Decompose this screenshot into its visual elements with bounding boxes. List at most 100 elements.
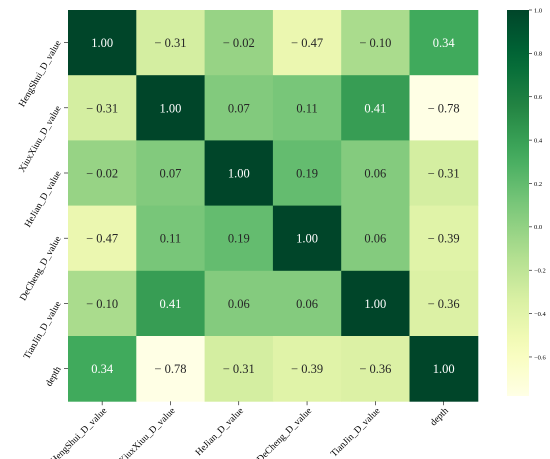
colorbar-tick-label-3: 0.4 — [534, 137, 543, 144]
colorbar-tick-label-0: 1.0 — [534, 7, 542, 14]
heatmap-cell-1-0 — [68, 75, 137, 141]
row-label-1: XiuxXiuu_D_value — [17, 104, 63, 174]
heatmap-cell-label-5-2: − 0.31 — [223, 362, 255, 376]
heatmap-cell-5-1 — [136, 336, 206, 402]
heatmap-cell-1-1 — [136, 75, 206, 141]
heatmap-cell-label-5-4: − 0.36 — [359, 362, 391, 376]
heatmap-cell-label-1-4: 0.41 — [364, 101, 386, 115]
heatmap-cell-0-5 — [409, 10, 479, 76]
heatmap-cell-label-4-2: 0.06 — [228, 297, 250, 311]
heatmap-cell-1-4 — [341, 75, 410, 141]
heatmap-cell-5-0 — [68, 336, 137, 402]
heatmap-cell-label-1-1: 1.00 — [160, 101, 182, 115]
heatmap-cell-3-0 — [68, 205, 137, 272]
heatmap-cell-label-3-5: − 0.39 — [428, 232, 460, 246]
heatmap-cell-label-3-3: 1.00 — [296, 232, 318, 246]
heatmap-cells: 1.00 − 0.31 − 0.02 − 0.47 − 0.10 0.34 − 0.31 1.… — [68, 10, 479, 402]
heatmap-cell-0-2 — [204, 10, 274, 76]
heatmap-cell-label-4-3: 0.06 — [296, 297, 318, 311]
heatmap-cell-label-0-0: 1.00 — [91, 36, 113, 50]
colorbar-tick-label-8: −0.6 — [534, 354, 547, 361]
heatmap-cell-3-2 — [204, 205, 274, 272]
heatmap-cell-label-4-5: − 0.36 — [428, 297, 460, 311]
heatmap-cell-0-1 — [136, 10, 206, 76]
heatmap-cell-4-5 — [409, 270, 479, 337]
heatmap-cell-label-1-2: 0.07 — [228, 101, 250, 115]
heatmap-cell-label-0-4: − 0.10 — [359, 36, 391, 50]
heatmap-cell-label-4-4: 1.00 — [364, 297, 386, 311]
row-label-5: depth — [44, 365, 63, 388]
heatmap-cell-3-4 — [341, 205, 410, 272]
heatmap-cell-label-1-5: − 0.78 — [428, 101, 460, 115]
heatmap-cell-label-0-3: − 0.47 — [291, 36, 323, 50]
heatmap-cell-0-0 — [68, 10, 137, 76]
heatmap-cell-2-0 — [68, 140, 137, 207]
heatmap-cell-3-5 — [409, 205, 479, 272]
heatmap-cell-2-4 — [341, 140, 410, 207]
heatmap-cell-label-3-1: 0.11 — [160, 232, 181, 246]
col-label-2: HeJian_D_value — [194, 406, 246, 458]
heatmap-cell-label-2-5: − 0.31 — [428, 167, 460, 181]
heatmap-cell-label-3-2: 0.19 — [228, 232, 250, 246]
heatmap-cell-label-2-4: 0.06 — [364, 167, 386, 181]
heatmap-cell-label-3-0: − 0.47 — [86, 232, 118, 246]
heatmap-cell-5-3 — [272, 336, 342, 402]
heatmap-cell-2-1 — [136, 140, 206, 207]
row-labels: HengShui_D_valueXiuxXiuu_D_valueHeJian_D… — [17, 39, 68, 388]
heatmap-cell-label-4-0: − 0.10 — [86, 297, 118, 311]
column-labels: HengShui_D_value XiuxXiuu_D_value HeJian_D… — [49, 401, 451, 459]
col-label-0: HengShui_D_value — [49, 406, 109, 459]
heatmap-cell-1-2 — [204, 75, 274, 141]
heatmap-cell-3-3 — [272, 205, 342, 272]
heatmap-cell-2-5 — [409, 140, 479, 207]
colorbar-tick-label-2: 0.6 — [534, 94, 543, 101]
heatmap-cell-label-2-2: 1.00 — [228, 167, 250, 181]
heatmap-cell-2-3 — [272, 140, 342, 207]
heatmap-cell-label-2-1: 0.07 — [160, 167, 182, 181]
col-label-5: depth — [429, 406, 451, 428]
colorbar-ticks: 1.0 0.8 0.6 0.4 0.2 0.0 −0.2 −0.4 −0.6 — [529, 7, 547, 361]
colorbar: 1.0 0.8 0.6 0.4 0.2 0.0 −0.2 −0.4 −0.6 — [507, 7, 547, 396]
heatmap-cell-label-1-3: 0.11 — [296, 101, 317, 115]
heatmap-cell-1-3 — [272, 75, 342, 141]
heatmap-cell-label-2-0: − 0.02 — [86, 167, 118, 181]
row-label-3: DeCheng_D_value — [19, 235, 64, 303]
heatmap-cell-label-5-1: − 0.78 — [154, 362, 186, 376]
heatmap-cell-4-3 — [272, 270, 342, 337]
heatmap-cell-label-3-4: 0.06 — [364, 232, 386, 246]
colorbar-tick-label-7: −0.4 — [534, 311, 547, 318]
colorbar-tick-label-1: 0.8 — [534, 51, 542, 58]
heatmap-cell-label-0-2: − 0.02 — [223, 36, 255, 50]
heatmap-cell-4-2 — [204, 270, 274, 337]
row-label-2: HeJian_D_value — [23, 170, 63, 230]
heatmap-cell-label-5-3: − 0.39 — [291, 362, 323, 376]
heatmap-cell-4-4 — [341, 270, 410, 337]
col-label-1: XiuxXiuu_D_value — [118, 406, 178, 459]
col-label-4: TianJin_D_value — [329, 406, 382, 459]
heatmap-cell-2-2 — [204, 140, 274, 207]
heatmap-cell-label-0-1: − 0.31 — [154, 36, 186, 50]
heatmap-cell-5-2 — [204, 336, 274, 402]
heatmap-cell-3-1 — [136, 205, 206, 272]
heatmap-cell-5-4 — [341, 336, 410, 402]
heatmap-cell-1-5 — [409, 75, 479, 141]
heatmap-cell-0-3 — [272, 10, 342, 76]
heatmap-cell-label-5-5: 1.00 — [433, 362, 455, 376]
row-label-0: HengShui_D_value — [17, 39, 63, 109]
colorbar-tick-label-4: 0.2 — [534, 181, 542, 188]
colorbar-tick-label-5: 0.0 — [534, 224, 542, 231]
heatmap-cell-label-4-1: 0.41 — [160, 297, 182, 311]
heatmap-cell-label-0-5: 0.34 — [433, 36, 456, 50]
heatmap-cell-label-1-0: − 0.31 — [86, 101, 118, 115]
heatmap-cell-0-4 — [341, 10, 410, 76]
heatmap-cell-4-0 — [68, 270, 137, 337]
row-label-4: TianJin_D_value — [22, 300, 63, 361]
heatmap-cell-5-5 — [409, 336, 479, 402]
col-label-3: DeCheng_D_value — [256, 406, 315, 459]
heatmap-cell-4-1 — [136, 270, 206, 337]
heatmap-cell-label-5-0: 0.34 — [91, 362, 114, 376]
heatmap-cell-label-2-3: 0.19 — [296, 167, 318, 181]
colorbar-gradient — [507, 10, 529, 396]
colorbar-tick-label-6: −0.2 — [534, 268, 546, 275]
